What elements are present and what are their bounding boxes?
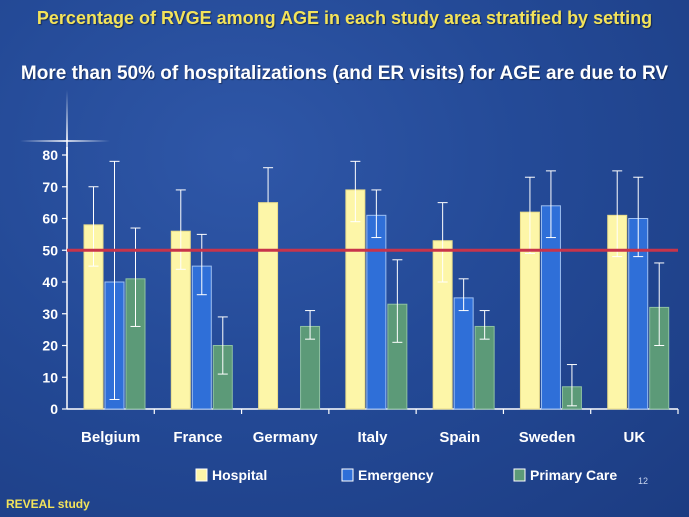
bar-hospital (258, 202, 279, 410)
bar-emergency (366, 214, 387, 410)
x-category-label: Italy (357, 429, 388, 446)
y-tick-label: 20 (42, 338, 58, 354)
light-flare-horizontal (20, 140, 110, 142)
y-tick-label: 0 (50, 401, 58, 417)
legend-swatch-primary-care (513, 468, 526, 482)
x-category-label: France (173, 429, 222, 446)
footer-source: REVEAL study (6, 497, 90, 511)
x-category-label: Belgium (81, 429, 140, 446)
page-number: 12 (638, 476, 649, 486)
chart-title: Percentage of RVGE among AGE in each stu… (36, 8, 653, 28)
x-category-label: Spain (439, 429, 480, 446)
y-tick-label: 60 (42, 211, 58, 227)
chart-subtitle: More than 50% of hospitalizations (and E… (20, 63, 669, 84)
x-category-label: Germany (253, 429, 319, 446)
legend-swatch-emergency (341, 468, 354, 482)
y-tick-label: 80 (42, 147, 58, 163)
x-category-label: UK (624, 429, 646, 446)
bar-hospital (345, 189, 366, 410)
y-tick-label: 40 (42, 274, 58, 290)
y-tick-label: 30 (42, 306, 58, 322)
legend-label-hospital: Hospital (212, 467, 267, 483)
legend-label-emergency: Emergency (358, 467, 434, 483)
y-tick-label: 70 (42, 179, 58, 195)
bar-emergency (453, 297, 474, 410)
legend-swatch-hospital (195, 468, 208, 482)
x-category-label: Sweden (519, 429, 576, 446)
y-tick-label: 10 (42, 369, 58, 385)
legend-label-primary-care: Primary Care (530, 467, 617, 483)
y-tick-label: 50 (42, 242, 58, 258)
